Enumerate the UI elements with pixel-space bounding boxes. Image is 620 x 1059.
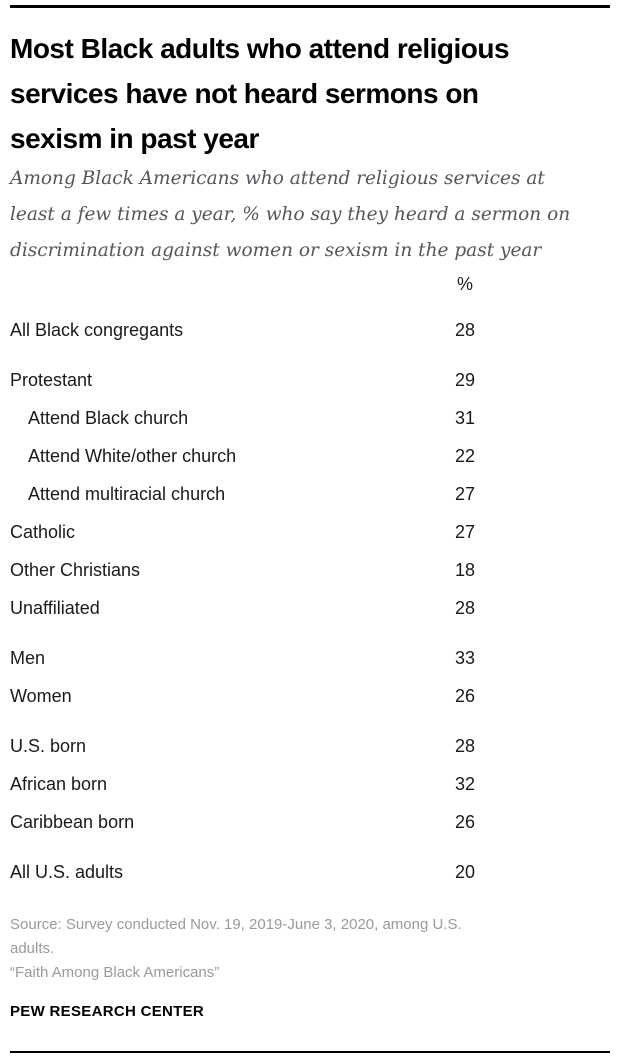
- row-label: Men: [10, 647, 46, 668]
- row-value: 31: [454, 407, 476, 428]
- table-row: Women 26: [10, 677, 610, 715]
- row-value: 27: [454, 521, 476, 542]
- source-line: Source: Survey conducted Nov. 19, 2019-J…: [10, 916, 462, 933]
- row-value: 26: [454, 811, 476, 832]
- row-value: 27: [454, 483, 476, 504]
- title-line: Most Black adults who attend religious: [10, 33, 510, 64]
- table-header-row: %: [10, 269, 610, 299]
- pew-research-center-wordmark: PEW RESEARCH CENTER: [10, 1003, 205, 1020]
- row-value: 28: [454, 597, 476, 618]
- table-row: Attend Black church 31: [10, 399, 610, 437]
- row-label: Caribbean born: [10, 811, 135, 832]
- bottom-rule: [10, 1051, 610, 1053]
- page-title: Most Black adults who attend religious s…: [10, 26, 610, 161]
- row-value: 20: [454, 861, 476, 882]
- row-value: 28: [454, 735, 476, 756]
- row-label: All U.S. adults: [10, 861, 124, 882]
- table-group: All U.S. adults 20: [10, 853, 610, 891]
- table-row: U.S. born 28: [10, 727, 610, 765]
- table-group: Protestant 29 Attend Black church 31 Attend …: [10, 361, 610, 627]
- source-notes: Source: Survey conducted Nov. 19, 2019-J…: [10, 913, 610, 985]
- top-rule: [10, 5, 610, 8]
- row-label: Attend multiracial church: [28, 483, 226, 504]
- row-value: 33: [454, 647, 476, 668]
- title-line: sexism in past year: [10, 123, 259, 154]
- pew-chart-card: Most Black adults who attend religious s…: [0, 5, 620, 1053]
- row-label: Protestant: [10, 369, 93, 390]
- table-row: Protestant 29: [10, 361, 610, 399]
- subtitle-line: Among Black Americans who attend religio…: [10, 168, 545, 189]
- table-row: All U.S. adults 20: [10, 853, 610, 891]
- row-label: Catholic: [10, 521, 76, 542]
- row-value: 28: [454, 319, 476, 340]
- row-label: Unaffiliated: [10, 597, 100, 618]
- row-value: 32: [454, 773, 476, 794]
- row-value: 29: [454, 369, 476, 390]
- row-label: Attend White/other church: [28, 445, 237, 466]
- table-row: Attend White/other church 22: [10, 437, 610, 475]
- row-label: African born: [10, 773, 108, 794]
- table-group: U.S. born 28 African born 32 Caribbean born 2…: [10, 727, 610, 841]
- table-group: Men 33 Women 26: [10, 639, 610, 715]
- percent-column-header: %: [456, 273, 473, 294]
- subtitle-line: discrimination against women or sexism i…: [10, 240, 542, 261]
- table-row: Other Christians 18: [10, 551, 610, 589]
- table-row: Men 33: [10, 639, 610, 677]
- table-row: Unaffiliated 28: [10, 589, 610, 627]
- table-row: Catholic 27: [10, 513, 610, 551]
- stats-table: % All Black congregants 28 Protestant 29 Att…: [10, 269, 610, 891]
- row-value: 22: [454, 445, 476, 466]
- row-value: 26: [454, 685, 476, 706]
- row-label: U.S. born: [10, 735, 87, 756]
- report-title: “Faith Among Black Americans”: [10, 964, 220, 981]
- table-row: Caribbean born 26: [10, 803, 610, 841]
- source-line: adults.: [10, 940, 55, 957]
- table-row: Attend multiracial church 27: [10, 475, 610, 513]
- row-label: Attend Black church: [28, 407, 189, 428]
- table-row: All Black congregants 28: [10, 311, 610, 349]
- row-value: 18: [454, 559, 476, 580]
- row-label: All Black congregants: [10, 319, 184, 340]
- row-label: Women: [10, 685, 72, 706]
- table-group: All Black congregants 28: [10, 311, 610, 349]
- table-row: African born 32: [10, 765, 610, 803]
- chart-subtitle: Among Black Americans who attend religio…: [10, 161, 610, 269]
- subtitle-line: least a few times a year, % who say they…: [10, 204, 571, 225]
- row-label: Other Christians: [10, 559, 141, 580]
- title-line: services have not heard sermons on: [10, 78, 479, 109]
